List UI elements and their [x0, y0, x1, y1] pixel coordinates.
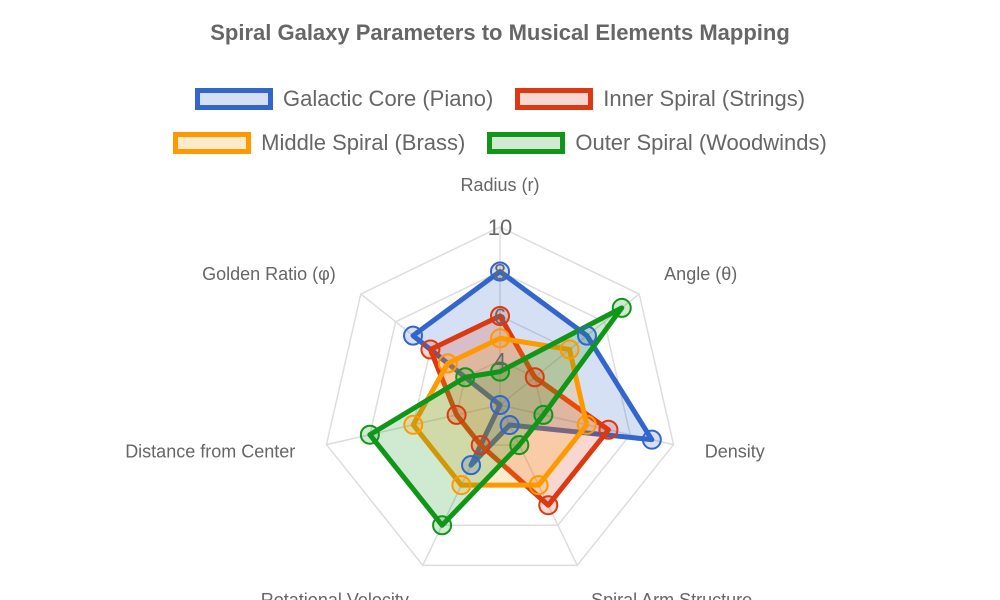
tick-label-4: 4 [494, 349, 506, 374]
data-point-inner-spiral-strings-1 [490, 306, 510, 326]
legend-item-galactic-core[interactable]: Galactic Core (Piano) [194, 86, 494, 112]
axis-label-spiral-arm-structure: Spiral Arm Structure [591, 590, 752, 600]
data-point-inner-spiral-strings-4 [538, 495, 559, 516]
series-area-inner-spiral-strings [427, 313, 611, 508]
axis-label-density: Density [705, 442, 765, 462]
grid-ring-4 [455, 359, 545, 446]
data-point-outer-spiral-woodwinds-7 [455, 367, 476, 388]
data-point-galactic-core-piano-4 [499, 415, 520, 436]
legend-label-outer-spiral: Outer Spiral (Woodwinds) [575, 130, 827, 155]
legend-label-inner-spiral: Inner Spiral (Strings) [603, 86, 806, 111]
legend-label-galactic-core: Galactic Core (Piano) [282, 86, 494, 111]
data-point-middle-spiral-brass-3 [576, 414, 597, 435]
data-point-galactic-core-piano-5 [461, 455, 482, 476]
axis-label-angle: Angle (θ) [664, 264, 737, 284]
data-point-middle-spiral-brass-2 [559, 339, 580, 360]
data-point-galactic-core-piano-1 [490, 261, 510, 282]
legend-swatch-outer-spiral [487, 132, 566, 154]
data-point-inner-spiral-strings-7 [420, 339, 441, 360]
legend-item-outer-spiral[interactable]: Outer Spiral (Woodwinds) [487, 130, 827, 156]
legend-swatch-galactic-core [194, 88, 273, 110]
data-point-middle-spiral-brass-1 [490, 328, 510, 349]
axis-label-distance-from-center: Distance from Center [125, 442, 295, 462]
data-point-inner-spiral-strings-5 [470, 435, 491, 456]
legend-item-inner-spiral[interactable]: Inner Spiral (Strings) [515, 86, 805, 112]
axis-label-golden-ratio: Golden Ratio (φ) [202, 264, 336, 284]
data-point-galactic-core-piano-2 [576, 325, 597, 346]
chart-title: Spiral Galaxy Parameters to Musical Elem… [210, 20, 790, 45]
legend-swatch-inner-spiral [515, 88, 594, 110]
series-area-outer-spiral-woodwinds [367, 305, 625, 528]
data-point-inner-spiral-strings-3 [598, 419, 619, 440]
legend-row-2: Middle Spiral (Brass) Outer Spiral (Wood… [0, 130, 1000, 156]
axis-label-radius-r: Radius (r) [460, 175, 539, 195]
data-point-middle-spiral-brass-4 [528, 475, 549, 496]
data-point-inner-spiral-strings-2 [524, 367, 545, 388]
data-point-middle-spiral-brass-7 [437, 353, 458, 374]
grid-ring-10 [325, 226, 675, 567]
data-point-galactic-core-piano-3 [641, 429, 662, 450]
grid-ring-8 [369, 270, 631, 527]
data-point-outer-spiral-woodwinds-3 [533, 404, 554, 425]
data-point-outer-spiral-woodwinds-1 [490, 361, 510, 382]
data-point-galactic-core-piano-6 [490, 395, 510, 415]
tick-label-8: 8 [494, 260, 506, 285]
tick-label-6: 6 [494, 304, 506, 329]
axis-label-rotational-velocity: Rotational Velocity [261, 590, 409, 600]
legend-swatch-middle-spiral [173, 132, 252, 154]
tick-label-10: 10 [488, 215, 512, 240]
legend: Galactic Core (Piano) Inner Spiral (Stri… [0, 86, 1000, 112]
data-point-outer-spiral-woodwinds-5 [432, 515, 453, 536]
data-point-outer-spiral-woodwinds-4 [509, 435, 530, 456]
data-point-inner-spiral-strings-6 [446, 404, 467, 425]
legend-label-middle-spiral: Middle Spiral (Brass) [261, 130, 466, 155]
data-point-middle-spiral-brass-6 [403, 414, 424, 435]
data-point-outer-spiral-woodwinds-6 [359, 424, 380, 445]
data-point-middle-spiral-brass-5 [451, 475, 472, 496]
data-point-outer-spiral-woodwinds-2 [611, 297, 632, 318]
data-point-galactic-core-piano-7 [403, 325, 424, 346]
legend-item-middle-spiral[interactable]: Middle Spiral (Brass) [173, 130, 465, 156]
